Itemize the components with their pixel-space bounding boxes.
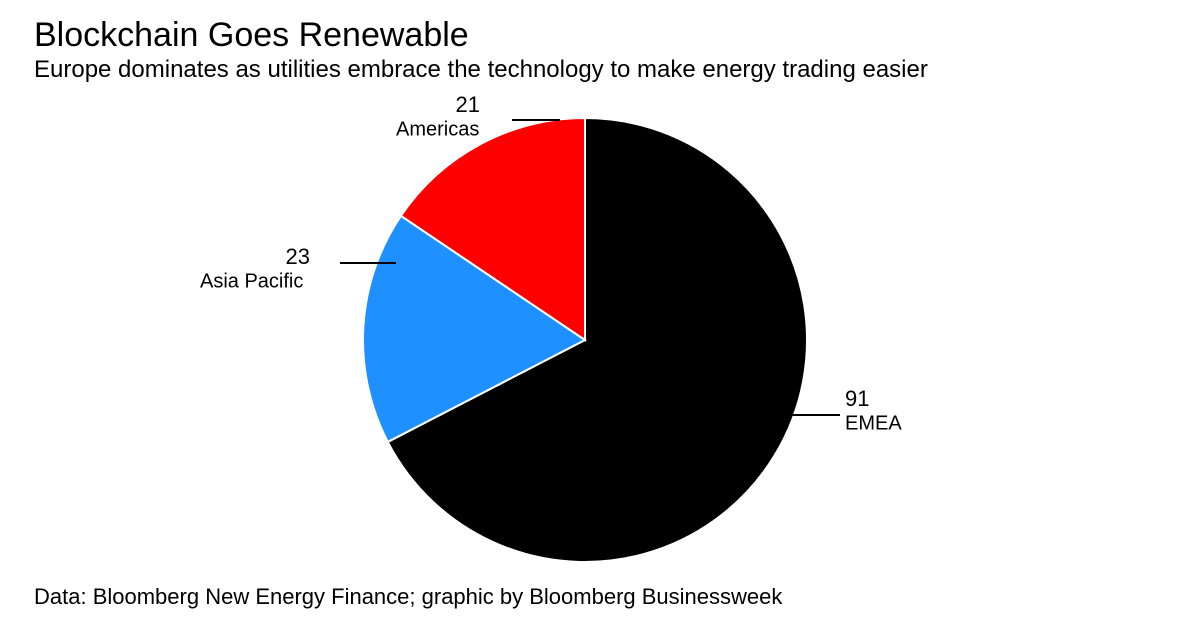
- pie-chart: 91EMEA 23Asia Pacific 21Americas: [0, 0, 1200, 634]
- slice-value-label: 91: [845, 386, 869, 411]
- slice-name-label: Asia Pacific: [200, 270, 303, 292]
- slice-value-label: 23: [286, 244, 310, 269]
- chart-footer: Data: Bloomberg New Energy Finance; grap…: [34, 584, 782, 610]
- slice-value-label: 21: [456, 92, 480, 117]
- slice-name-label: EMEA: [845, 412, 902, 434]
- slice-name-label: Americas: [396, 118, 479, 140]
